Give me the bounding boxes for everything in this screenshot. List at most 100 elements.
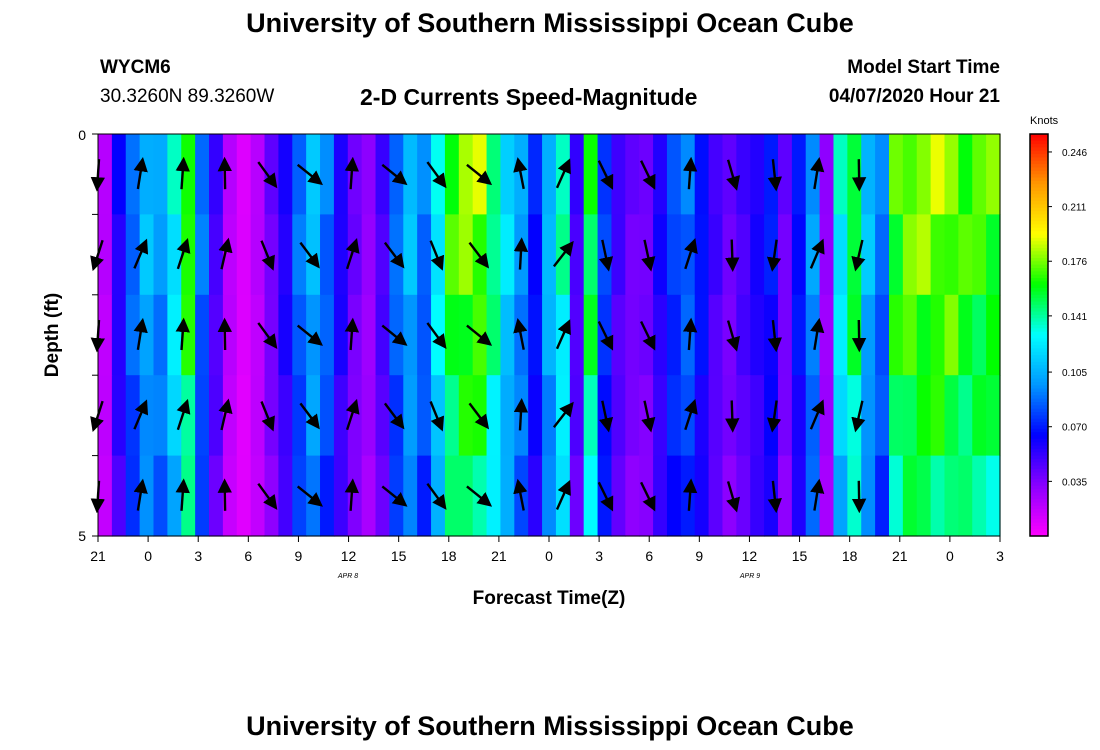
x-tick-label: 21 <box>90 548 106 564</box>
heatmap-cell <box>333 294 349 376</box>
heatmap-cell <box>542 134 557 215</box>
heatmap-cell <box>777 294 793 376</box>
heatmap-cell <box>902 214 918 296</box>
heatmap-cell <box>320 375 335 457</box>
current-arrow <box>383 402 405 430</box>
heatmap-cell <box>444 294 460 376</box>
heatmap-cell <box>958 214 973 296</box>
heatmap-cell <box>666 375 682 457</box>
heatmap-cell <box>542 214 557 296</box>
heatmap-cell <box>583 455 599 537</box>
heatmap-cell <box>930 375 946 457</box>
colorbar-tick-label: 0.246 <box>1062 148 1087 159</box>
colorbar-segment <box>1030 237 1048 242</box>
colorbar-segment <box>1030 254 1048 259</box>
heatmap-cell <box>972 375 987 457</box>
colorbar-segment <box>1030 385 1048 390</box>
x-axis-label: Forecast Time(Z) <box>473 588 626 609</box>
x-axis-ticks: 21 0 3 6 9 12 15 18 21 0 3 6 9 12 15 18 21 0 3 <box>90 536 1004 564</box>
heatmap-cell <box>403 375 418 457</box>
heatmap-cell <box>431 455 446 537</box>
current-arrow <box>426 322 447 350</box>
colorbar-segment <box>1030 278 1048 282</box>
heatmap-cell <box>653 455 668 537</box>
heatmap-cell <box>444 214 460 296</box>
heatmap-cell <box>888 375 904 457</box>
heatmap-cell <box>694 294 710 376</box>
colorbar-segment <box>1030 472 1048 477</box>
current-arrow <box>344 156 360 190</box>
heatmap-cell <box>361 294 377 376</box>
heatmap-cell <box>111 134 127 215</box>
colorbar-segment <box>1030 324 1048 329</box>
colorbar-segment <box>1030 281 1048 286</box>
heatmap-cell <box>250 134 266 215</box>
heatmap-cell <box>750 455 765 537</box>
x-tick-label: 0 <box>946 548 954 564</box>
heatmap-cell <box>819 294 835 376</box>
current-arrow <box>684 398 698 431</box>
current-arrow <box>345 238 360 270</box>
heatmap-cell <box>250 294 266 376</box>
colorbar-segment <box>1030 251 1048 256</box>
x-tick-label: 0 <box>144 548 152 564</box>
current-arrow <box>513 157 528 190</box>
heatmap-cell <box>639 294 654 376</box>
heatmap-cell <box>833 455 848 537</box>
current-arrow <box>851 480 867 514</box>
heatmap-cell <box>181 214 196 296</box>
heatmap-cell <box>777 455 793 537</box>
colorbar-segment <box>1030 244 1048 249</box>
heatmap-cell <box>944 214 959 296</box>
heatmap-cell <box>98 134 113 215</box>
heatmap-cell <box>139 214 155 296</box>
current-arrow <box>175 156 190 190</box>
current-arrow <box>513 317 528 350</box>
colorbar-segment <box>1030 234 1048 239</box>
heatmap-cell <box>875 375 890 457</box>
heatmap-cell <box>902 294 918 376</box>
heatmap-cell <box>528 214 543 296</box>
colorbar-segment <box>1030 257 1048 262</box>
heatmap-cell <box>847 214 862 296</box>
colorbar-frame <box>1029 133 1049 537</box>
heatmap-cell <box>250 375 266 457</box>
colorbar-segment <box>1030 170 1048 175</box>
heatmap-cell <box>361 455 377 537</box>
x-tick-label: 9 <box>695 548 703 564</box>
heatmap-cell <box>417 375 432 457</box>
colorbar-segment <box>1030 261 1048 266</box>
model-start-label: Model Start Time <box>847 57 1000 78</box>
current-arrow <box>426 161 447 189</box>
heatmap-cell <box>833 134 848 215</box>
heatmap-cell <box>708 294 724 376</box>
heatmap-cell <box>222 455 238 537</box>
x-tick-label: 12 <box>341 548 357 564</box>
heatmap-cell <box>236 214 252 296</box>
heatmap-cell <box>417 134 432 215</box>
heatmap-cell <box>333 134 349 215</box>
heatmap-cell <box>611 375 626 457</box>
colorbar-segment <box>1030 338 1048 343</box>
heatmap-cell <box>347 375 363 457</box>
current-arrow <box>381 485 408 507</box>
heatmap-cell <box>375 294 391 376</box>
heatmap-cell <box>639 375 654 457</box>
heatmap-cell <box>153 294 168 376</box>
colorbar-segment <box>1030 479 1048 483</box>
heatmap-cell <box>611 214 626 296</box>
heatmap-cell <box>111 375 127 457</box>
colorbar-segment <box>1030 227 1048 232</box>
x-tick-label: 6 <box>244 548 252 564</box>
heatmap-cell <box>278 375 293 457</box>
heatmap-cell <box>125 294 141 376</box>
bottom-title: University of Southern Mississippi Ocean… <box>246 711 854 741</box>
colorbar-segment <box>1030 341 1048 346</box>
heatmap-cell <box>930 134 946 215</box>
heatmap-cell <box>972 214 987 296</box>
colorbar-segment <box>1030 388 1048 393</box>
colorbar-segment <box>1030 438 1048 443</box>
heatmap-cell <box>736 294 751 376</box>
heatmap-cell <box>958 294 973 376</box>
current-arrow <box>640 320 656 351</box>
